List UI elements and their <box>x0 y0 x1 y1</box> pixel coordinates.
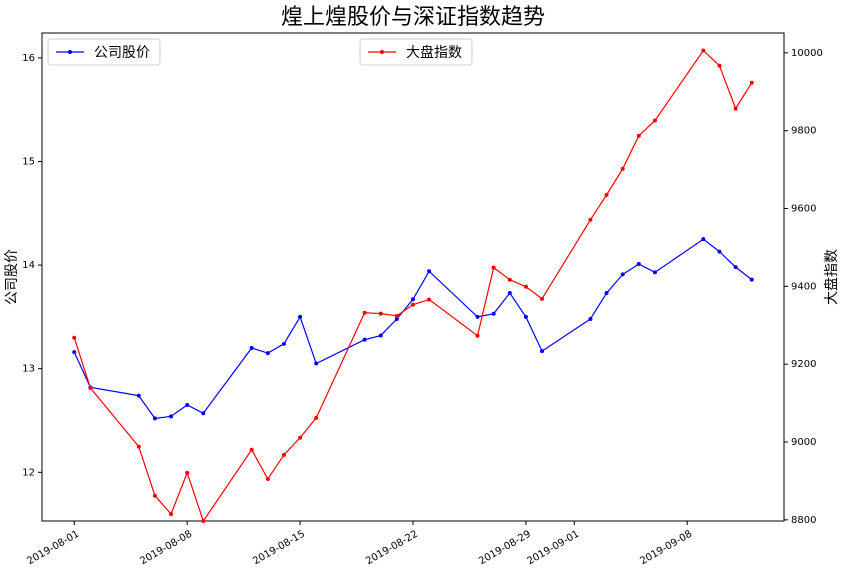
point <box>636 133 641 138</box>
point <box>620 272 625 277</box>
y2-tick-label: 9600 <box>791 204 816 215</box>
x-tick-label: 2019-08-01 <box>25 529 81 568</box>
point <box>411 297 415 302</box>
point <box>604 291 609 296</box>
point <box>136 393 141 398</box>
point <box>152 416 157 421</box>
point <box>249 447 254 452</box>
y-tick-label: 14 <box>22 260 35 271</box>
y-tick-label: 12 <box>22 467 35 478</box>
x-tick-label: 2019-08-22 <box>364 529 420 568</box>
point <box>507 291 512 296</box>
legend-box <box>47 38 161 66</box>
y2-tick-label: 9800 <box>791 126 816 137</box>
series-line <box>73 49 753 523</box>
point <box>136 444 141 449</box>
point <box>72 335 77 340</box>
point <box>281 452 286 457</box>
point <box>540 349 545 354</box>
legend-label: 大盘指数 <box>406 44 462 61</box>
point <box>314 415 319 420</box>
point <box>491 311 496 316</box>
point <box>652 270 657 275</box>
point <box>265 351 270 356</box>
point <box>475 333 480 338</box>
point <box>394 313 399 318</box>
point <box>265 476 270 481</box>
y2-tick-label: 9200 <box>791 359 816 370</box>
point <box>152 493 157 498</box>
point <box>72 350 77 355</box>
chart-title: 煌上煌股价与深证指数趋势 <box>281 5 545 30</box>
y2-tick-label: 9000 <box>791 437 816 448</box>
point <box>169 414 174 419</box>
x-tick-label: 2019-08-15 <box>251 529 307 568</box>
y2-tick-label: 9400 <box>791 281 816 292</box>
point <box>652 118 657 123</box>
plot-frame <box>41 32 785 522</box>
series-line <box>73 238 753 420</box>
point <box>281 341 286 346</box>
point <box>427 269 432 274</box>
x-tick-label: 2019-08-29 <box>477 529 533 568</box>
point <box>298 314 303 319</box>
point <box>523 314 528 319</box>
point <box>749 80 754 85</box>
point <box>701 237 706 242</box>
point <box>298 435 303 440</box>
point <box>604 192 609 197</box>
point <box>717 249 722 254</box>
point <box>475 314 480 319</box>
y-axis-label: 公司股价 <box>4 249 20 305</box>
legend: 公司股价 <box>47 38 161 66</box>
legend-marker <box>68 50 72 54</box>
point <box>733 265 738 270</box>
point <box>588 217 593 222</box>
point <box>588 316 593 321</box>
point <box>201 411 206 416</box>
point <box>394 316 399 321</box>
point <box>749 277 754 282</box>
point <box>378 311 383 316</box>
y-tick-label: 13 <box>22 364 35 375</box>
x-tick-label: 2019-09-01 <box>525 529 581 568</box>
point <box>491 265 496 270</box>
x-tick-label: 2019-09-08 <box>638 529 694 568</box>
point <box>733 106 738 111</box>
legend-box <box>359 38 473 66</box>
point <box>411 302 415 307</box>
point <box>169 511 174 516</box>
point <box>185 402 190 407</box>
point <box>620 166 625 171</box>
point <box>427 297 432 302</box>
point <box>523 284 528 289</box>
y-tick-label: 15 <box>22 156 35 167</box>
point <box>701 48 706 53</box>
legend-marker <box>380 50 384 54</box>
point <box>717 63 722 68</box>
y-tick-label: 16 <box>22 53 35 64</box>
point <box>540 296 545 301</box>
legend-label: 公司股价 <box>94 45 150 61</box>
x-tick-label: 2019-08-08 <box>138 529 194 568</box>
y2-axis-label: 大盘指数 <box>823 249 840 305</box>
legend: 大盘指数 <box>359 38 473 66</box>
point <box>507 277 512 282</box>
point <box>314 361 319 366</box>
point <box>201 519 206 523</box>
point <box>636 262 641 267</box>
y2-tick-label: 8800 <box>791 515 816 526</box>
point <box>185 470 190 475</box>
point <box>378 333 383 338</box>
point <box>249 345 254 350</box>
point <box>88 385 93 390</box>
point <box>362 310 367 315</box>
point <box>362 337 367 342</box>
y2-tick-label: 10000 <box>791 48 823 59</box>
